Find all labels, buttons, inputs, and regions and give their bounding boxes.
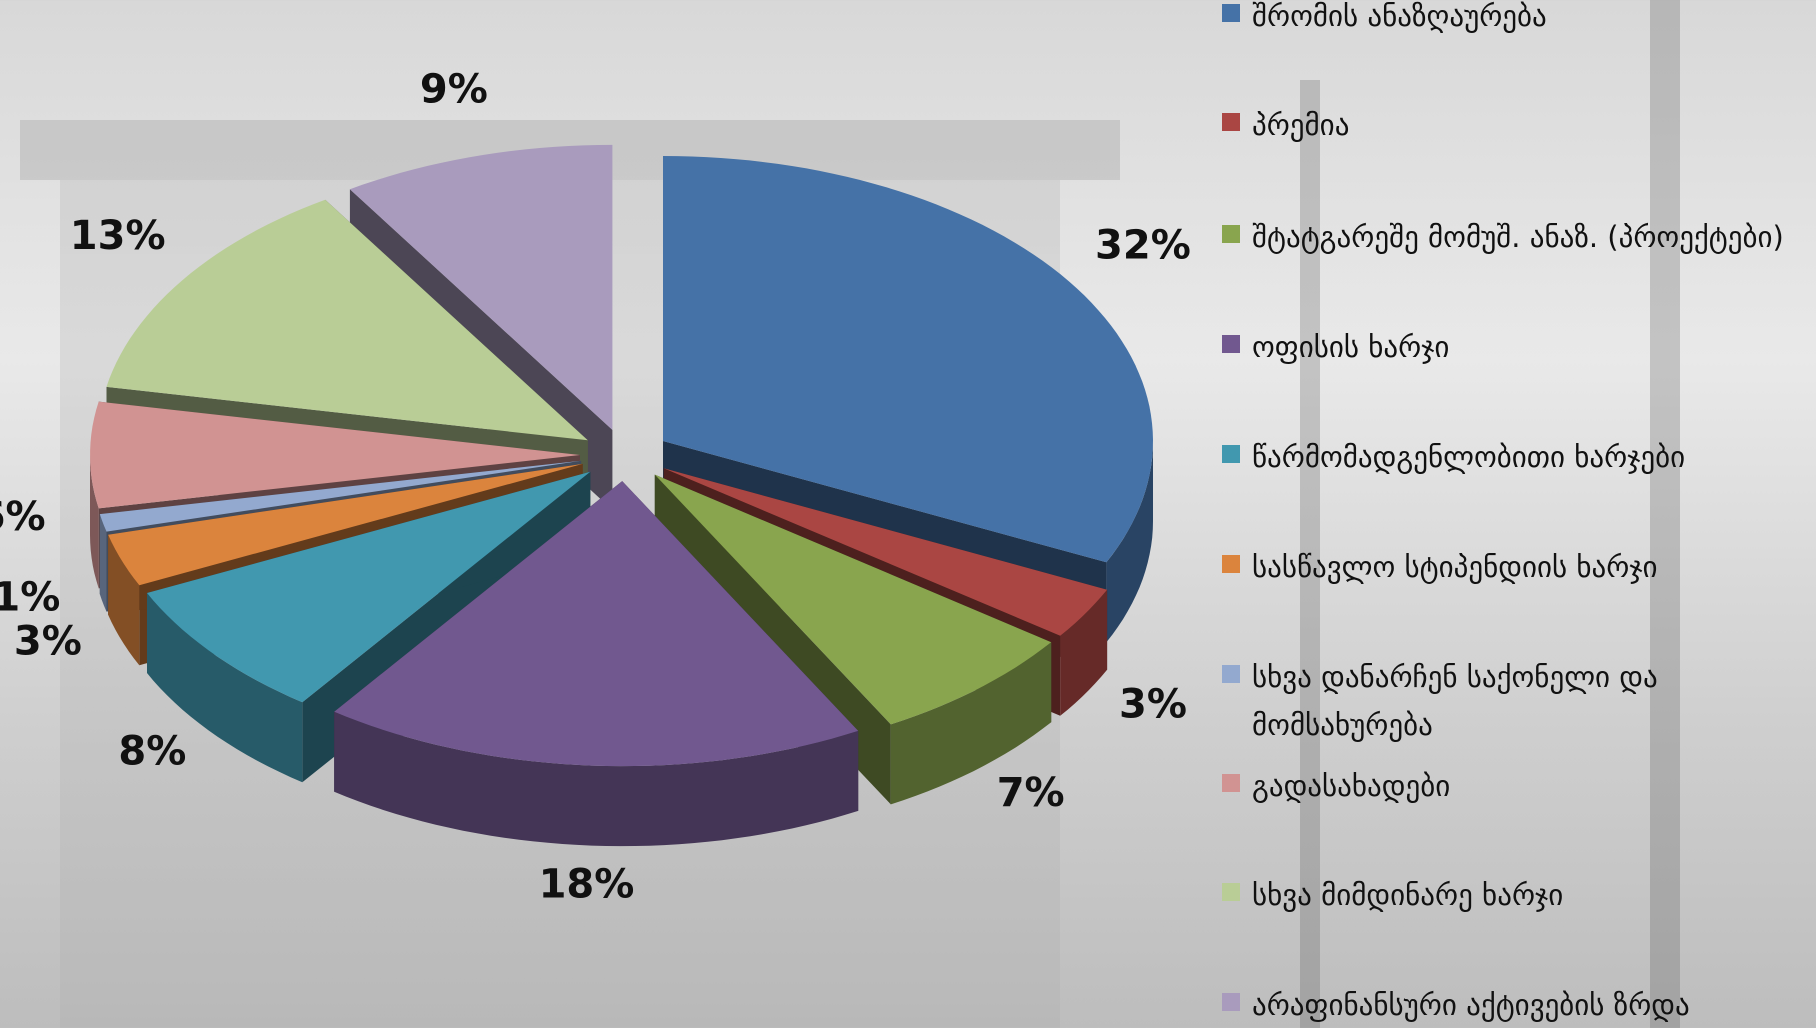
data-label: 3% <box>1119 681 1187 727</box>
slice-side <box>1106 441 1153 643</box>
slice <box>349 144 613 430</box>
legend-swatch <box>1222 4 1240 22</box>
legend-label: ოფისის ხარჯი <box>1252 330 1450 364</box>
legend-swatch <box>1222 113 1240 131</box>
data-label: 13% <box>70 213 166 259</box>
legend-swatch <box>1222 445 1240 463</box>
legend-item: სხვა დანარჩენ საქონელი და მომსახურება <box>1222 653 1812 749</box>
legend-swatch <box>1222 555 1240 573</box>
slice <box>663 468 1108 636</box>
legend-label: სხვა დანარჩენ საქონელი და მომსახურება <box>1252 660 1658 742</box>
slice <box>108 463 583 586</box>
legend-swatch <box>1222 774 1240 792</box>
legend-swatch <box>1222 665 1240 683</box>
legend-label: შრომის ანაზღაურება <box>1252 0 1547 33</box>
slice-side <box>890 642 1052 805</box>
data-label: 7% <box>997 770 1065 816</box>
slice-side <box>108 534 140 666</box>
legend-item: სხვა მიმდინარე ხარჯი <box>1222 871 1812 919</box>
slice-side <box>1060 589 1108 716</box>
data-label: 1% <box>0 574 60 620</box>
legend-swatch <box>1222 883 1240 901</box>
slice-side <box>90 455 99 589</box>
data-label: 18% <box>539 861 635 907</box>
data-label: 6% <box>0 494 46 540</box>
legend-item: არაფინანსური აქტივების ზრდა <box>1222 981 1812 1028</box>
data-label: 9% <box>420 66 488 112</box>
slice-side <box>147 593 303 783</box>
slice <box>663 156 1153 563</box>
legend-label: სასწავლო სტიპენდიის ხარჯი <box>1252 550 1658 584</box>
legend-label: გადასახადები <box>1252 769 1451 803</box>
legend-label: არაფინანსური აქტივების ზრდა <box>1252 988 1690 1022</box>
legend-label: შტატგარეშე მომუშ. ანაზ. (პროექტები) <box>1252 220 1784 254</box>
legend-label: სხვა მიმდინარე ხარჯი <box>1252 878 1564 912</box>
legend-item: შტატგარეშე მომუშ. ანაზ. (პროექტები) <box>1222 213 1812 261</box>
legend-item: შრომის ანაზღაურება <box>1222 0 1812 40</box>
legend-swatch <box>1222 225 1240 243</box>
data-label: 3% <box>14 619 82 665</box>
legend-swatch <box>1222 335 1240 353</box>
legend-label: პრემია <box>1252 108 1350 142</box>
legend-item: გადასახადები <box>1222 762 1812 810</box>
pie: 32%3%7%18%8%3%1%6%13%9% <box>0 66 1191 907</box>
legend-swatch <box>1222 993 1240 1011</box>
legend-item: ოფისის ხარჯი <box>1222 323 1812 371</box>
slice <box>90 401 580 509</box>
slice <box>334 481 859 767</box>
slice <box>106 199 588 441</box>
data-label: 32% <box>1095 223 1191 269</box>
slice-side <box>99 514 107 612</box>
slice <box>654 474 1052 725</box>
legend-item: პრემია <box>1222 101 1812 149</box>
slice <box>99 460 582 532</box>
legend-label: წარმომადგენლობითი ხარჯები <box>1252 440 1686 474</box>
legend-item: სასწავლო სტიპენდიის ხარჯი <box>1222 543 1812 591</box>
slice-side <box>334 711 859 847</box>
data-label: 8% <box>118 729 186 775</box>
legend-item: წარმომადგენლობითი ხარჯები <box>1222 433 1812 481</box>
slice <box>147 471 591 703</box>
